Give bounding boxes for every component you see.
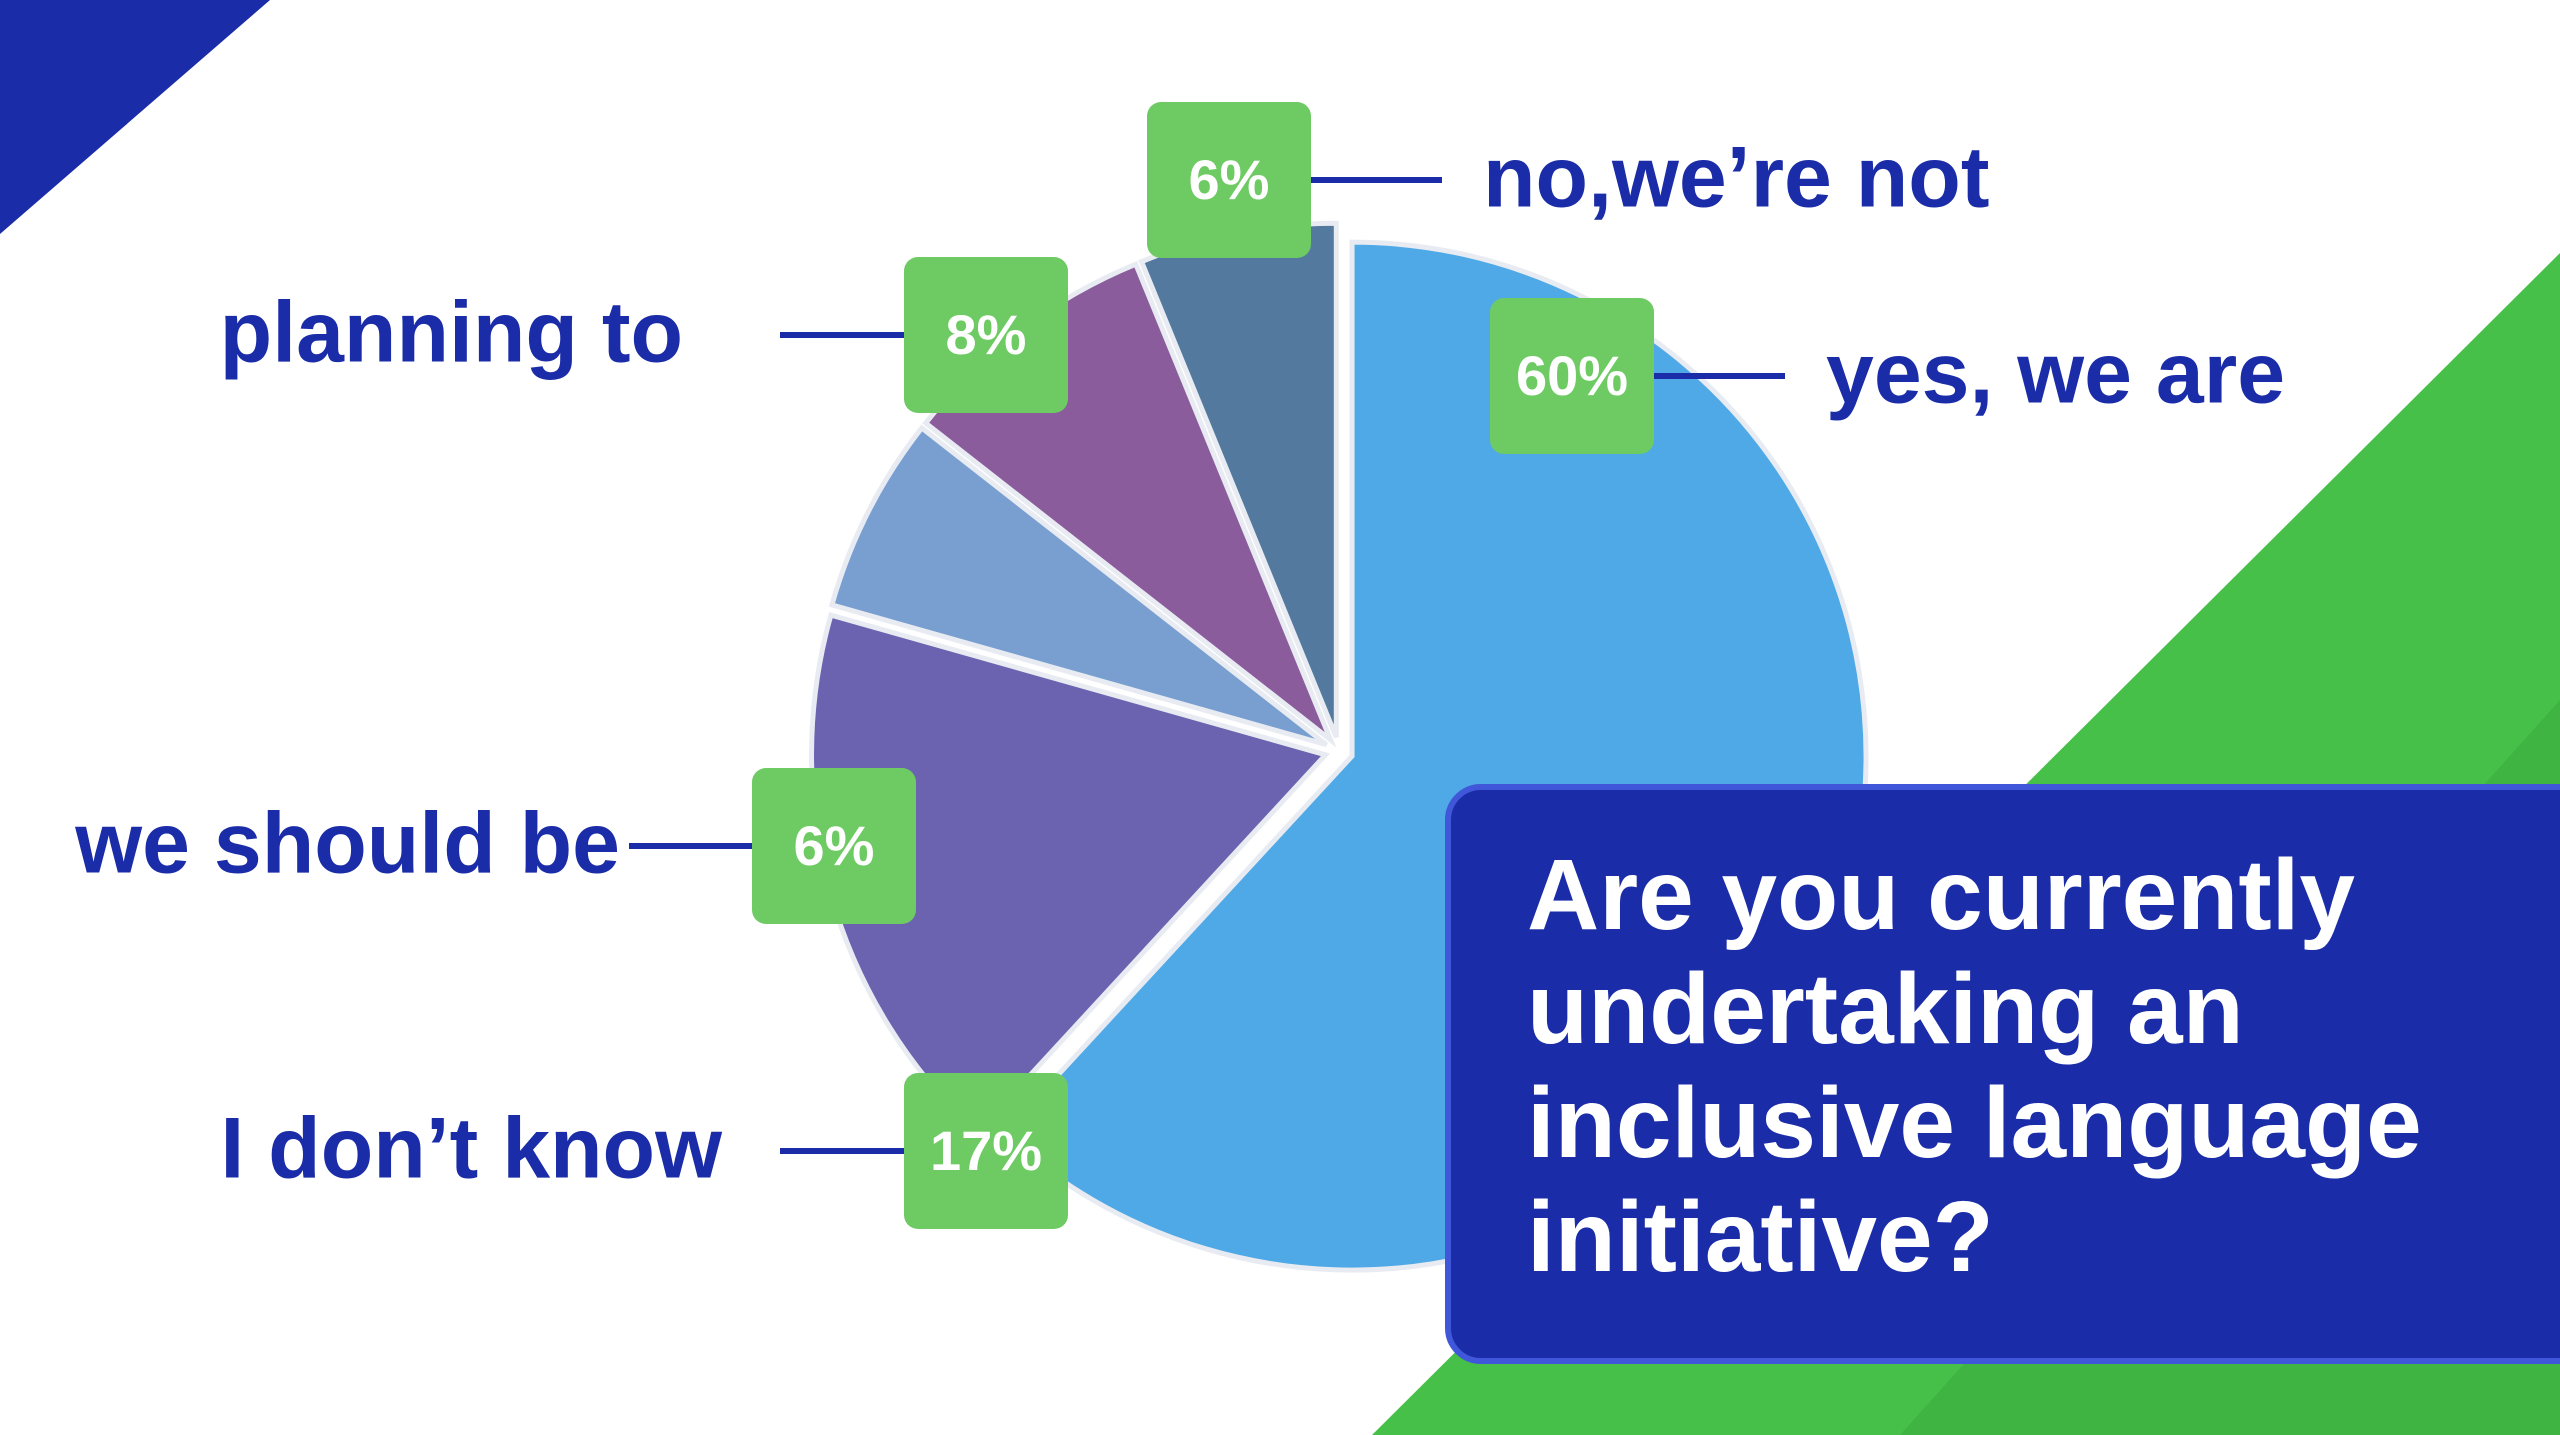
label-box: [752, 768, 916, 924]
label-box: [1490, 298, 1654, 454]
category-label: planning to: [220, 285, 683, 381]
question-text: Are you currently undertaking an inclusi…: [1527, 839, 2422, 1293]
label-box: [904, 257, 1068, 413]
value-label: 17%: [930, 1119, 1042, 1182]
category-label: yes, we are: [1826, 326, 2285, 422]
label-box: [1147, 102, 1311, 258]
category-label: we should be: [74, 796, 620, 892]
label-box: [904, 1073, 1068, 1229]
value-label: 6%: [1189, 148, 1270, 211]
category-label: no,we’re not: [1483, 130, 1989, 226]
value-label: 60%: [1516, 344, 1628, 407]
value-label: 6%: [794, 814, 875, 877]
corner-decoration: [0, 0, 270, 234]
category-label: I don’t know: [220, 1101, 723, 1197]
question-box: [1445, 784, 2560, 1364]
pie-slice: [828, 424, 1329, 748]
value-label: 8%: [946, 303, 1027, 366]
